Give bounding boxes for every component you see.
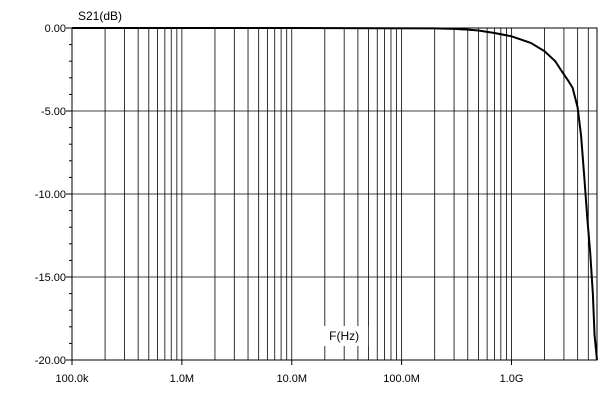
x-axis-title-backdrop <box>320 326 369 346</box>
grid <box>71 27 598 361</box>
y-tick-label: -20.00 <box>35 355 66 367</box>
y-minor-ticks <box>66 27 513 365</box>
y-tick-label: 0.00 <box>45 23 66 35</box>
y-axis-title: S21(dB) <box>78 9 122 23</box>
x-tick-label: 1.0G <box>500 373 524 385</box>
x-tick-label: 100.0k <box>55 373 89 385</box>
series-line <box>72 27 598 361</box>
x-axis-title: F(Hz) <box>329 329 359 343</box>
x-tick-label: 10.0M <box>276 373 307 385</box>
series-layer <box>72 27 598 361</box>
y-tick-label: -15.00 <box>35 272 66 284</box>
labels: S21(dB) F(Hz) 0.00 -5.00 -10.00 -15.00 -20.0… <box>35 9 524 385</box>
x-tick-label: 1.0M <box>170 373 194 385</box>
y-tick-label: -5.00 <box>41 106 66 118</box>
y-tick-label: -10.00 <box>35 189 66 201</box>
x-tick-label: 100.0M <box>383 373 420 385</box>
